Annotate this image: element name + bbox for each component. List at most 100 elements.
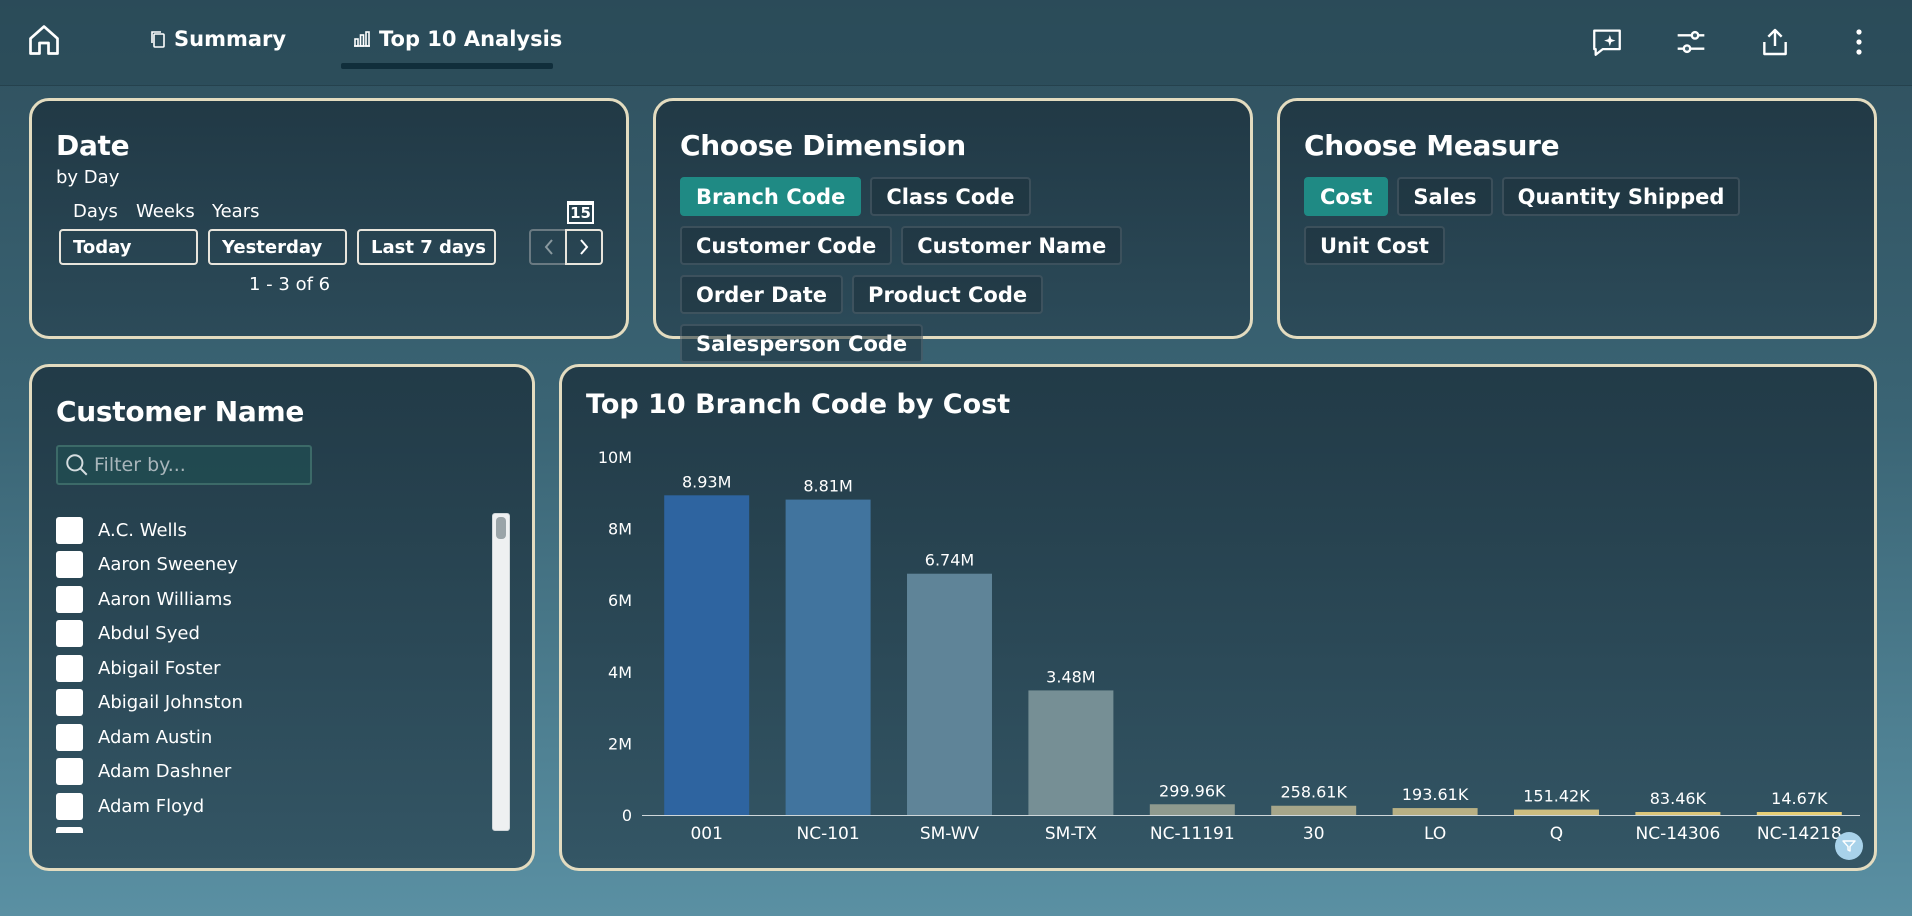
- checkbox[interactable]: [56, 620, 83, 648]
- checkbox[interactable]: [56, 689, 83, 717]
- last-7-days-button[interactable]: Last 7 days: [357, 229, 496, 265]
- list-item[interactable]: Adam Austin: [56, 720, 496, 755]
- checkbox[interactable]: [56, 654, 83, 682]
- list-item-label: Abigail Foster: [98, 657, 221, 679]
- x-tick-label: NC-14306: [1635, 824, 1720, 844]
- filter-icon[interactable]: [1835, 832, 1863, 860]
- list-item-label: Aaron Sweeney: [98, 554, 238, 576]
- bar-chart: Top 10 Branch Code by Cost 0 2M 4M 6M 8M 10M 8.…: [586, 389, 1860, 844]
- checkbox[interactable]: [56, 585, 83, 613]
- data-label: 83.46K: [1650, 789, 1707, 808]
- list-item[interactable]: Abdul Syed: [56, 617, 496, 652]
- x-tick-label: NC-14218: [1757, 824, 1842, 844]
- x-tick-label: SM-TX: [1045, 824, 1097, 844]
- x-tick-label: Q: [1550, 824, 1563, 844]
- y-tick-label: 10M: [598, 448, 632, 467]
- bar: [1635, 812, 1721, 815]
- list-item[interactable]: Adam Dashner: [56, 755, 496, 790]
- y-tick-label: 2M: [608, 734, 632, 753]
- scrollbar-thumb[interactable]: [496, 517, 506, 539]
- customer-name-filter-card: Customer Name A.C. Wells Aaron Sweeney A…: [29, 364, 535, 871]
- checkbox[interactable]: [56, 723, 83, 751]
- customer-filter-input[interactable]: [94, 454, 294, 476]
- customer-list-scrollbar[interactable]: [492, 513, 510, 831]
- list-item[interactable]: Abigail Foster: [56, 651, 496, 686]
- more-vertical-icon[interactable]: [1839, 22, 1879, 62]
- data-label: 8.81M: [803, 477, 852, 496]
- list-item-label: Adam Austin: [98, 726, 213, 748]
- top-navigation-bar: Summary Top 10 Analysis: [0, 0, 1912, 86]
- bar: [664, 495, 750, 815]
- data-label: 151.42K: [1523, 787, 1590, 806]
- dimension-chip-order-date[interactable]: Order Date: [680, 275, 844, 314]
- list-item[interactable]: [56, 824, 496, 833]
- copy-icon: [150, 30, 166, 48]
- y-tick-label: 4M: [608, 663, 632, 682]
- calendar-icon[interactable]: 15: [567, 201, 594, 224]
- date-filter-card: Date by Day Days Weeks Years 15 Today Ye…: [29, 98, 629, 339]
- x-tick-label: 30: [1303, 824, 1325, 844]
- tab-top-10-analysis[interactable]: Top 10 Analysis: [353, 22, 562, 56]
- x-tick-label: 001: [690, 824, 722, 844]
- yesterday-button[interactable]: Yesterday: [208, 229, 347, 265]
- active-tab-indicator: [341, 63, 553, 69]
- calendar-day: 15: [570, 204, 591, 222]
- data-label: 193.61K: [1402, 785, 1469, 804]
- list-item-label: Adam Dashner: [98, 761, 232, 783]
- data-label: 14.67K: [1771, 789, 1828, 808]
- dimension-chip-customer-code[interactable]: Customer Code: [680, 226, 893, 265]
- chevron-left-icon: [544, 239, 553, 255]
- y-tick-label: 0: [622, 806, 632, 825]
- share-icon[interactable]: [1755, 22, 1795, 62]
- tab-summary[interactable]: Summary: [150, 22, 286, 56]
- bar: [1271, 805, 1357, 815]
- checkbox[interactable]: [56, 792, 83, 820]
- dimension-selector-card: Choose Dimension Branch Code Class Code …: [653, 98, 1253, 363]
- list-item[interactable]: Abigail Johnston: [56, 686, 496, 721]
- next-page-button[interactable]: [565, 229, 603, 265]
- measure-chip-quantity-shipped[interactable]: Quantity Shipped: [1501, 177, 1741, 216]
- y-tick-label: 6M: [608, 591, 632, 610]
- measure-selector-card: Choose Measure Cost Sales Quantity Shipp…: [1277, 98, 1877, 339]
- list-item-label: Abdul Syed: [98, 623, 200, 645]
- tab-top-10-analysis-label: Top 10 Analysis: [379, 27, 563, 51]
- dimension-chip-product-code[interactable]: Product Code: [852, 275, 1044, 314]
- measure-chip-sales[interactable]: Sales: [1397, 177, 1493, 216]
- bar: [1514, 809, 1599, 815]
- checkbox[interactable]: [56, 758, 83, 786]
- date-card-subtitle: by Day: [56, 167, 120, 188]
- bar: [907, 573, 992, 815]
- measure-chip-unit-cost[interactable]: Unit Cost: [1304, 226, 1445, 265]
- granularity-weeks[interactable]: Weeks: [136, 201, 195, 222]
- dimension-chip-class-code[interactable]: Class Code: [870, 177, 1031, 216]
- measure-chip-cost[interactable]: Cost: [1304, 177, 1389, 216]
- bar: [785, 499, 871, 815]
- granularity-days[interactable]: Days: [73, 201, 118, 222]
- x-tick-label: LO: [1424, 824, 1446, 844]
- dimension-card-title: Choose Dimension: [680, 129, 966, 162]
- page-info: 1 - 3 of 6: [249, 274, 331, 295]
- checkbox[interactable]: [56, 551, 83, 579]
- previous-page-button[interactable]: [529, 229, 567, 265]
- sliders-icon[interactable]: [1671, 22, 1711, 62]
- list-item-label: Abigail Johnston: [98, 692, 243, 714]
- ai-chat-sparkle-icon[interactable]: [1587, 22, 1627, 62]
- x-tick-label: NC-101: [797, 824, 860, 844]
- customer-filter-box[interactable]: [56, 445, 312, 485]
- dimension-chip-branch-code[interactable]: Branch Code: [680, 177, 862, 216]
- checkbox[interactable]: [56, 516, 83, 544]
- checkbox[interactable]: [56, 827, 83, 833]
- dimension-chip-salesperson-code[interactable]: Salesperson Code: [680, 324, 924, 363]
- list-item[interactable]: A.C. Wells: [56, 513, 496, 548]
- dimension-chip-customer-name[interactable]: Customer Name: [901, 226, 1123, 265]
- granularity-years[interactable]: Years: [212, 201, 260, 222]
- list-item[interactable]: Adam Floyd: [56, 789, 496, 824]
- today-button[interactable]: Today: [59, 229, 198, 265]
- list-item[interactable]: Aaron Williams: [56, 582, 496, 617]
- list-item-label: A.C. Wells: [98, 519, 187, 541]
- chevron-right-icon: [580, 239, 589, 255]
- bar: [1392, 808, 1478, 815]
- data-label: 258.61K: [1280, 783, 1347, 802]
- home-icon[interactable]: [26, 22, 66, 62]
- list-item[interactable]: Aaron Sweeney: [56, 548, 496, 583]
